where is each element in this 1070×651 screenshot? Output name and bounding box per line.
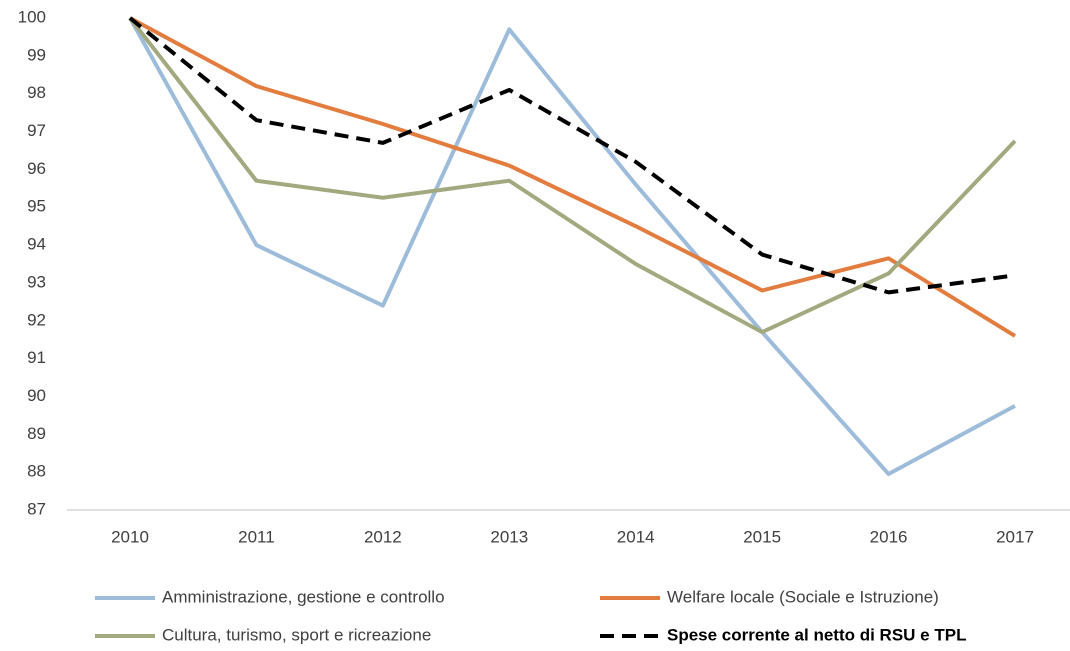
y-tick-label: 98 <box>27 83 46 102</box>
series-line <box>128 16 1016 295</box>
y-tick-label: 87 <box>27 499 46 518</box>
x-tick-label: 2010 <box>111 527 149 546</box>
y-tick-label: 96 <box>27 159 46 178</box>
x-tick-label: 2015 <box>743 527 781 546</box>
x-tick-label: 2014 <box>617 527 655 546</box>
x-tick-label: 2017 <box>996 527 1034 546</box>
x-tick-label: 2012 <box>364 527 402 546</box>
x-tick-label: 2011 <box>238 527 275 546</box>
y-tick-label: 100 <box>18 7 46 26</box>
series-line <box>128 17 1016 477</box>
legend-label: Spese corrente al netto di RSU e TPL <box>667 625 966 644</box>
y-tick-label: 90 <box>27 386 46 405</box>
y-tick-label: 92 <box>27 310 46 329</box>
x-tick-label: 2016 <box>870 527 908 546</box>
series-line <box>129 16 1017 338</box>
legend-label: Cultura, turismo, sport e ricreazione <box>162 625 431 644</box>
legend-label: Welfare locale (Sociale e Istruzione) <box>667 587 939 606</box>
y-tick-label: 89 <box>27 424 46 443</box>
y-tick-label: 97 <box>27 121 46 140</box>
y-tick-label: 95 <box>27 197 46 216</box>
y-tick-label: 88 <box>27 462 46 481</box>
y-tick-label: 93 <box>27 272 46 291</box>
series-line <box>128 16 1017 335</box>
y-tick-label: 99 <box>27 45 46 64</box>
y-tick-label: 94 <box>27 235 46 254</box>
y-tick-label: 91 <box>27 348 46 367</box>
x-tick-label: 2013 <box>490 527 528 546</box>
legend-label: Amministrazione, gestione e controllo <box>162 587 445 606</box>
